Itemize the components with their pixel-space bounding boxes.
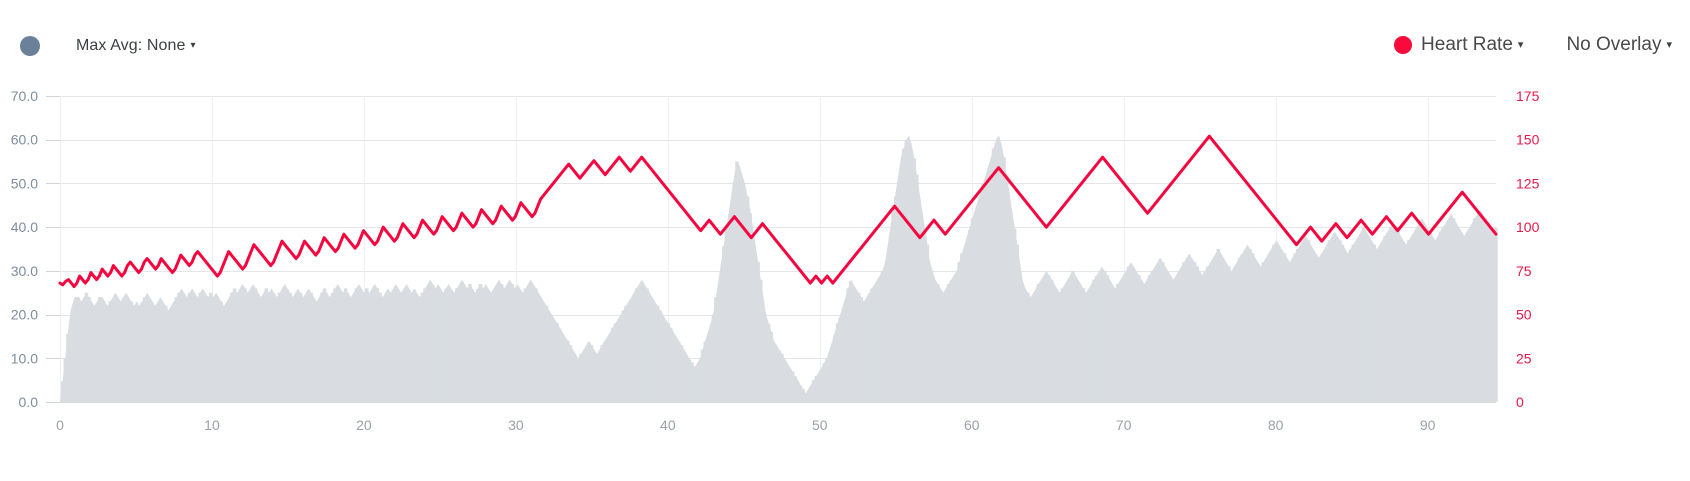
max-avg-label: Max Avg: None <box>76 37 186 54</box>
svg-text:20: 20 <box>356 417 372 433</box>
max-avg-marker-icon <box>20 36 40 56</box>
svg-text:0: 0 <box>1516 394 1524 410</box>
svg-text:125: 125 <box>1516 175 1540 191</box>
chart-plot-area: 0.0 10.0 20.0 30.0 40.0 50.0 60.0 70.0 0 25 50 75 1… <box>0 84 1690 481</box>
svg-text:20.0: 20.0 <box>11 307 38 323</box>
svg-text:100: 100 <box>1516 219 1540 235</box>
series-line-heart-rate <box>58 134 1498 289</box>
heart-rate-selector[interactable]: Heart Rate ▾ <box>1394 34 1523 56</box>
x-axis-ticklabels: 0 10 20 30 40 50 60 70 80 90 <box>56 417 1436 433</box>
legend-right-group: Heart Rate ▾ No Overlay ▾ <box>1360 34 1672 56</box>
svg-text:60.0: 60.0 <box>11 132 38 148</box>
max-avg-selector[interactable]: Max Avg: None ▾ <box>20 36 196 56</box>
overlay-selector[interactable]: No Overlay ▾ <box>1557 34 1672 56</box>
heart-rate-label: Heart Rate <box>1421 34 1513 55</box>
svg-text:40: 40 <box>660 417 676 433</box>
left-axis-ticklabels: 0.0 10.0 20.0 30.0 40.0 50.0 60.0 70.0 <box>11 88 60 410</box>
chevron-down-icon[interactable]: ▾ <box>1517 38 1524 51</box>
svg-text:175: 175 <box>1516 88 1540 104</box>
svg-text:50.0: 50.0 <box>11 175 38 191</box>
svg-text:10: 10 <box>204 417 220 433</box>
overlay-label: No Overlay <box>1566 34 1662 55</box>
chart-svg: 0.0 10.0 20.0 30.0 40.0 50.0 60.0 70.0 0 25 50 75 1… <box>11 88 1540 433</box>
svg-text:90: 90 <box>1420 417 1436 433</box>
svg-text:70: 70 <box>1116 417 1132 433</box>
svg-text:50: 50 <box>812 417 828 433</box>
svg-text:50: 50 <box>1516 307 1532 323</box>
chevron-down-icon[interactable]: ▾ <box>1666 38 1672 51</box>
svg-text:75: 75 <box>1516 263 1532 279</box>
svg-text:70.0: 70.0 <box>11 88 38 104</box>
right-axis-ticklabels: 0 25 50 75 100 125 150 175 <box>1516 88 1540 410</box>
svg-text:0.0: 0.0 <box>19 394 39 410</box>
svg-text:30.0: 30.0 <box>11 263 38 279</box>
series-area-max-avg <box>60 135 1498 402</box>
svg-text:10.0: 10.0 <box>11 350 38 366</box>
svg-text:60: 60 <box>964 417 980 433</box>
svg-text:80: 80 <box>1268 417 1284 433</box>
chevron-down-icon[interactable]: ▾ <box>190 39 196 51</box>
svg-text:150: 150 <box>1516 132 1540 148</box>
heart-rate-marker-icon <box>1394 36 1413 54</box>
svg-text:30: 30 <box>508 417 524 433</box>
chart-legend-bar: Max Avg: None ▾ Heart Rate ▾ No Overlay … <box>0 0 1690 84</box>
svg-text:0: 0 <box>56 417 64 433</box>
svg-text:40.0: 40.0 <box>11 219 38 235</box>
svg-text:25: 25 <box>1516 350 1532 366</box>
